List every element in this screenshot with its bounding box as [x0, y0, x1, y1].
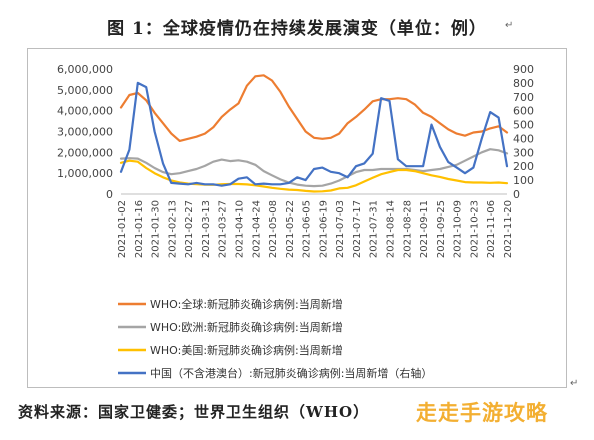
source-note: 资料来源：国家卫健委；世界卫生组织（WHO）	[18, 403, 370, 421]
x-tick-label: 2021-09-25	[436, 200, 447, 258]
y-right-tick-label: 900	[513, 63, 534, 76]
y-left-tick-label: 4,000,000	[57, 105, 113, 118]
x-tick-label: 2021-01-02	[117, 200, 128, 258]
x-tick-label: 2021-02-27	[184, 200, 195, 258]
y-right-tick-label: 300	[513, 146, 534, 159]
x-tick-label: 2021-11-06	[486, 200, 497, 258]
x-tick-label: 2021-02-13	[167, 200, 178, 258]
series-line-4	[119, 81, 509, 187]
x-tick-label: 2021-04-10	[234, 200, 245, 258]
x-tick-label: 2021-10-23	[469, 200, 480, 258]
x-tick-label: 2021-04-24	[251, 200, 262, 258]
legend-label-3: WHO:美国:新冠肺炎确诊病例:当周新增	[150, 343, 343, 357]
paragraph-mark: ↵	[505, 20, 514, 31]
y-left-tick-label: 6,000,000	[57, 63, 113, 76]
paragraph-mark-2: ↵	[570, 378, 579, 389]
x-tick-label: 2021-11-20	[503, 200, 514, 258]
x-tick-label: 2021-08-14	[386, 200, 397, 258]
y-left-tick-label: 2,000,000	[57, 146, 113, 159]
figure-title: 图 1：全球疫情仍在持续发展演变（单位：例）	[107, 19, 487, 39]
x-tick-label: 2021-05-08	[268, 200, 279, 258]
y-left-tick-label: 3,000,000	[57, 126, 113, 139]
y-right-tick-label: 600	[513, 105, 534, 118]
x-tick-label: 2021-06-19	[318, 200, 329, 258]
x-tick-label: 2021-01-16	[134, 200, 145, 258]
x-tick-label: 2021-08-28	[402, 200, 413, 258]
y-left-tick-label: 1,000,000	[57, 167, 113, 180]
y-right-tick-label: 100	[513, 174, 534, 187]
x-tick-label: 2021-06-05	[302, 200, 313, 258]
y-right-tick-label: 400	[513, 132, 534, 145]
line-chart: 0 1,000,000 2,000,000 3,000,000 4,000,000 5,0…	[57, 63, 534, 380]
y-right-tick-label: 800	[513, 77, 534, 90]
x-tick-label: 2021-03-13	[201, 200, 212, 258]
x-tick-label: 2021-05-22	[285, 200, 296, 258]
watermark: 走走手游攻略	[416, 401, 548, 425]
x-tick-label: 2021-10-09	[453, 200, 464, 258]
x-tick-label: 2021-07-31	[369, 200, 380, 258]
y-left-tick-label: 0	[106, 188, 113, 201]
y-right-tick-label: 0	[513, 188, 520, 201]
legend-label-1: WHO:全球:新冠肺炎确诊病例:当周新增	[150, 297, 343, 311]
x-tick-label: 2021-01-30	[151, 200, 162, 258]
y-right-tick-label: 500	[513, 119, 534, 132]
x-tick-label: 2021-03-27	[218, 200, 229, 258]
y-right-tick-label: 700	[513, 91, 534, 104]
x-tick-label: 2021-07-03	[335, 200, 346, 258]
x-tick-label: 2021-07-17	[352, 200, 363, 258]
legend-label-2: WHO:欧洲:新冠肺炎确诊病例:当周新增	[150, 320, 343, 334]
legend-label-4: 中国（不含港澳台）:新冠肺炎确诊病例:当周新增（右轴）	[150, 366, 432, 380]
x-tick-label: 2021-09-11	[419, 200, 430, 258]
chart-frame: 0 1,000,000 2,000,000 3,000,000 4,000,000 5,0…	[27, 48, 567, 388]
y-left-tick-label: 5,000,000	[57, 84, 113, 97]
series-line-1	[119, 74, 509, 143]
y-right-tick-label: 200	[513, 160, 534, 173]
series-line-2	[119, 148, 509, 188]
